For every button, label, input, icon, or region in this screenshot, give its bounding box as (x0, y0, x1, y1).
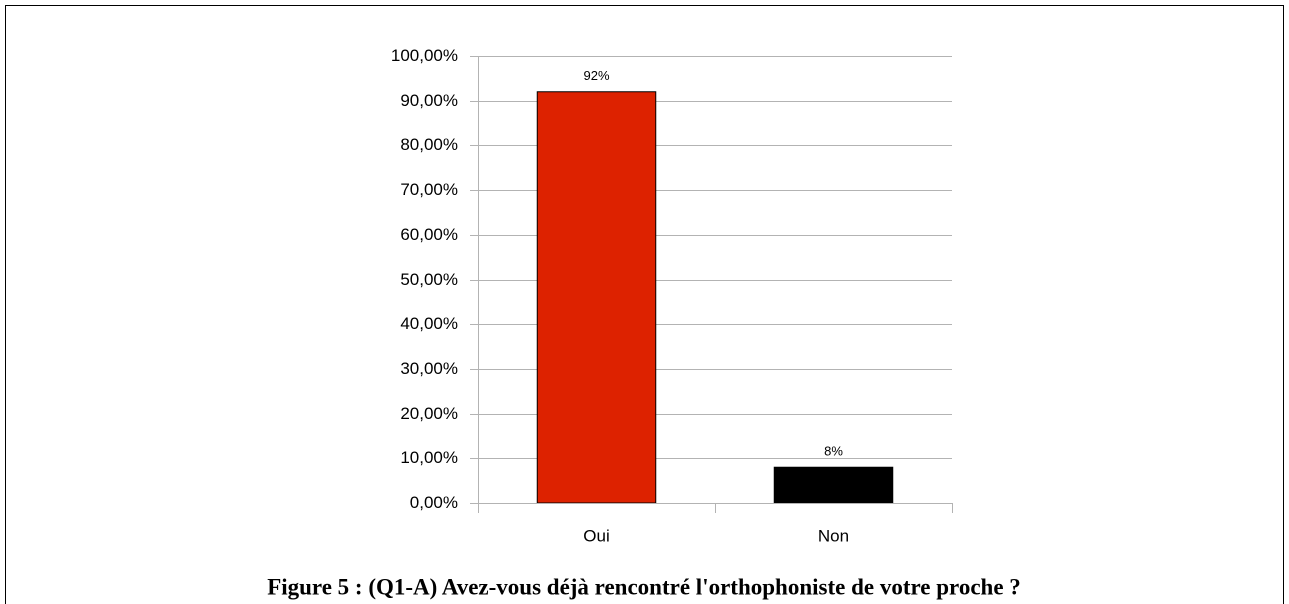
y-tick-label: 100,00% (391, 46, 458, 65)
y-tick-label: 60,00% (400, 225, 458, 244)
x-tick-label: Non (818, 526, 849, 545)
bar (536, 91, 657, 504)
y-tick-label: 40,00% (400, 314, 458, 333)
x-tick-label: Oui (583, 526, 609, 545)
y-tick-label: 30,00% (400, 359, 458, 378)
value-label: 92% (583, 68, 609, 83)
y-tick-label: 20,00% (400, 404, 458, 423)
y-tick-label: 10,00% (400, 448, 458, 467)
y-tick-label: 70,00% (400, 180, 458, 199)
y-tick-label: 90,00% (400, 91, 458, 110)
chart-title: Figure 5 : (Q1-A) Avez-vous déjà rencont… (267, 574, 1021, 599)
value-label: 8% (824, 444, 843, 459)
y-tick-label: 80,00% (400, 135, 458, 154)
y-tick-label: 0,00% (410, 493, 458, 512)
y-tick-label: 50,00% (400, 270, 458, 289)
bar (773, 466, 894, 504)
